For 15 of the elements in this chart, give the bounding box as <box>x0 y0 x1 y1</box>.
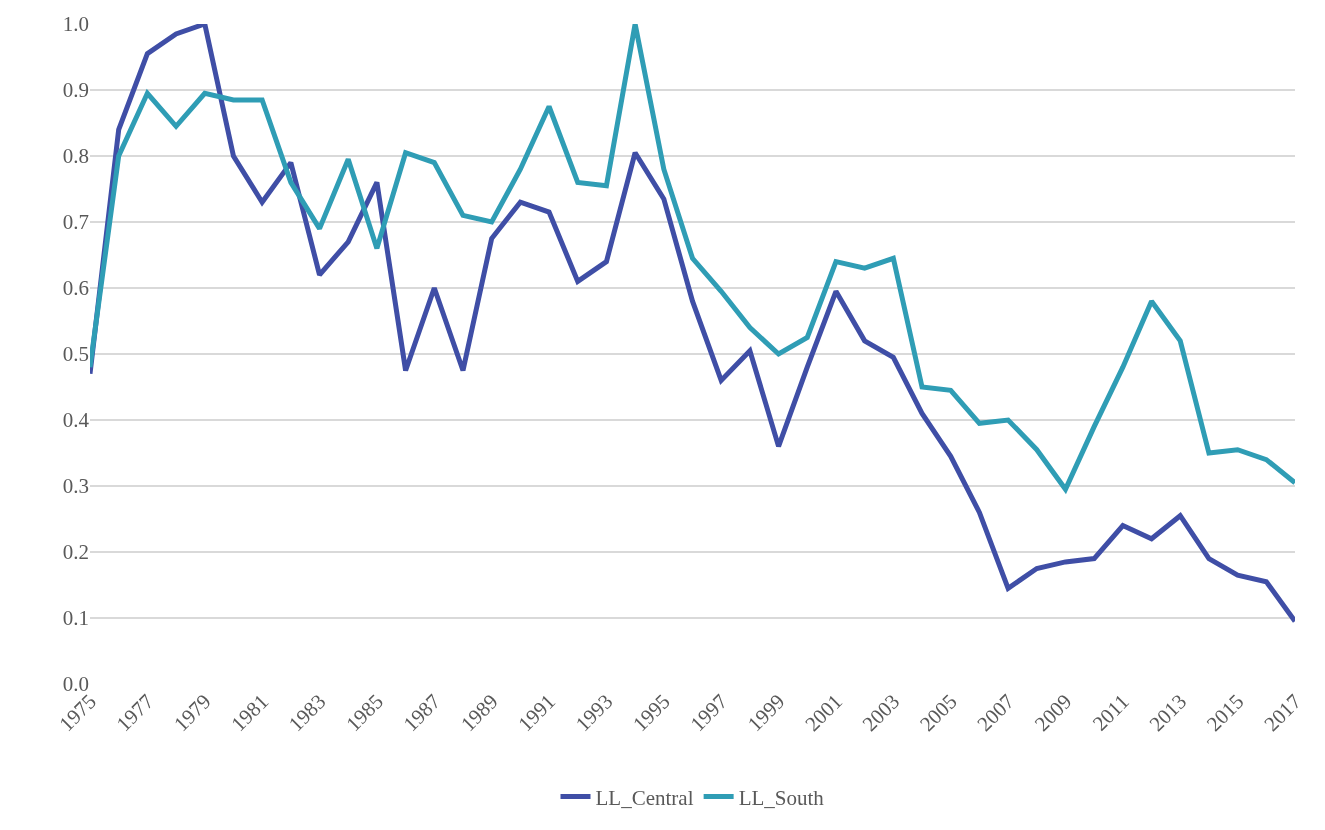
x-tick-label: 2011 <box>1087 689 1134 736</box>
x-tick-label: 1981 <box>226 689 274 737</box>
x-tick-label: 1991 <box>513 689 561 737</box>
y-tick-label: 0.2 <box>62 540 89 565</box>
y-tick-label: 0.7 <box>62 210 89 235</box>
y-tick-label: 0.4 <box>62 408 90 433</box>
y-tick-label: 0.1 <box>62 606 89 631</box>
y-tick-label: 0.8 <box>62 144 89 169</box>
y-tick-label: 0.9 <box>62 78 89 103</box>
y-tick-label: 0.3 <box>62 474 89 499</box>
legend-label: LL_South <box>738 785 825 810</box>
y-tick-label: 0.5 <box>62 342 89 367</box>
legend-label: LL_Central <box>595 785 694 810</box>
y-tick-label: 0.6 <box>62 276 89 301</box>
y-tick-label: 1.0 <box>62 12 89 37</box>
